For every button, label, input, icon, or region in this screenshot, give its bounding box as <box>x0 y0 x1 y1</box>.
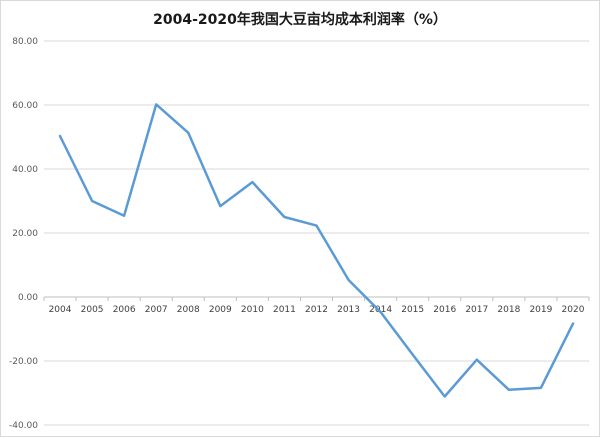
x-tick-label: 2008 <box>177 305 200 315</box>
x-tick-label: 2007 <box>145 305 168 315</box>
y-tick-label: 80.00 <box>12 37 38 47</box>
x-tick-label: 2004 <box>49 305 72 315</box>
y-tick-label: -40.00 <box>9 421 38 431</box>
x-tick-label: 2020 <box>562 305 585 315</box>
x-tick-label: 2009 <box>209 305 232 315</box>
y-tick-label: 0.00 <box>18 293 38 303</box>
x-tick-label: 2012 <box>305 305 328 315</box>
y-tick-label: 60.00 <box>12 101 38 111</box>
x-tick-label: 2018 <box>497 305 520 315</box>
chart-title: 2004-2020年我国大豆亩均成本利润率（%） <box>153 12 447 28</box>
x-tick-label: 2017 <box>465 305 488 315</box>
x-tick-label: 2013 <box>337 305 360 315</box>
y-tick-label: -20.00 <box>9 357 38 367</box>
x-tick-label: 2010 <box>241 305 264 315</box>
x-tick-label: 2019 <box>529 305 552 315</box>
x-tick-label: 2006 <box>113 305 136 315</box>
x-tick-label: 2005 <box>81 305 104 315</box>
x-tick-label: 2016 <box>433 305 456 315</box>
x-tick-label: 2014 <box>369 305 392 315</box>
series-line <box>58 103 575 398</box>
y-tick-label: 40.00 <box>12 165 38 175</box>
y-tick-label: 20.00 <box>12 229 38 239</box>
x-tick-label: 2015 <box>401 305 424 315</box>
x-tick-label: 2011 <box>273 305 296 315</box>
